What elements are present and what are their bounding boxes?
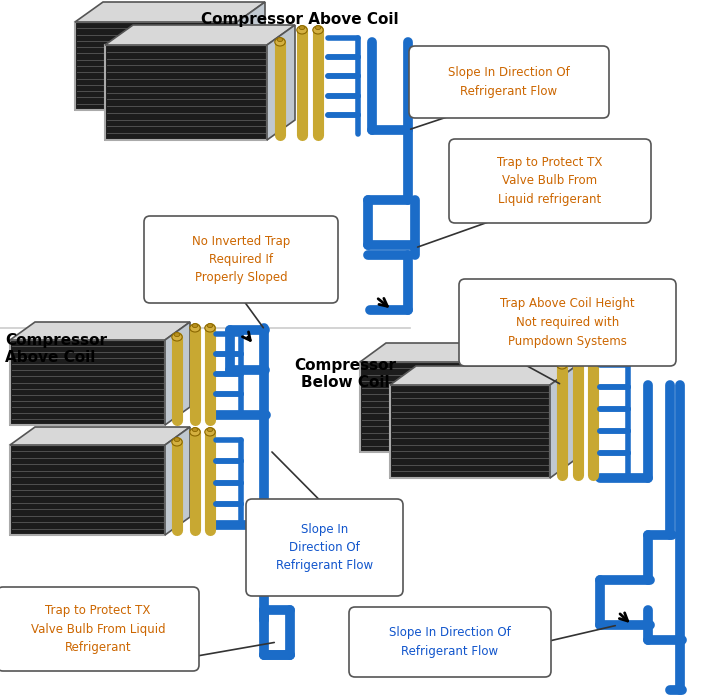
FancyBboxPatch shape	[144, 216, 338, 303]
FancyBboxPatch shape	[0, 587, 199, 671]
Text: Slope In Direction Of
Refrigerant Flow: Slope In Direction Of Refrigerant Flow	[389, 626, 511, 658]
Ellipse shape	[277, 38, 283, 42]
Polygon shape	[267, 25, 295, 140]
Polygon shape	[360, 343, 546, 362]
Polygon shape	[75, 2, 265, 22]
Text: Trap to Protect TX
Valve Bulb From Liquid
Refrigerant: Trap to Protect TX Valve Bulb From Liqui…	[31, 604, 165, 654]
Ellipse shape	[313, 26, 323, 34]
Ellipse shape	[192, 324, 198, 327]
Polygon shape	[390, 385, 550, 478]
Ellipse shape	[299, 26, 305, 29]
Ellipse shape	[172, 333, 182, 341]
Ellipse shape	[588, 351, 598, 359]
Polygon shape	[75, 22, 237, 110]
Polygon shape	[165, 322, 190, 425]
Ellipse shape	[172, 438, 182, 446]
Text: Compressor Above Coil: Compressor Above Coil	[201, 12, 399, 27]
Ellipse shape	[174, 333, 180, 336]
FancyBboxPatch shape	[459, 279, 676, 366]
Ellipse shape	[575, 350, 581, 355]
Ellipse shape	[190, 428, 200, 436]
Polygon shape	[105, 45, 267, 140]
Text: Compressor
Below Coil: Compressor Below Coil	[294, 358, 396, 390]
Ellipse shape	[190, 324, 200, 332]
Ellipse shape	[315, 26, 321, 29]
Polygon shape	[390, 366, 576, 385]
Ellipse shape	[174, 438, 180, 442]
Ellipse shape	[192, 428, 198, 431]
Ellipse shape	[557, 361, 567, 369]
Text: Trap to Protect TX
Valve Bulb From
Liquid refrigerant: Trap to Protect TX Valve Bulb From Liqui…	[497, 156, 602, 206]
Polygon shape	[10, 445, 165, 535]
Polygon shape	[520, 343, 546, 452]
Polygon shape	[10, 427, 190, 445]
Polygon shape	[550, 366, 576, 478]
Ellipse shape	[205, 428, 215, 436]
Ellipse shape	[207, 324, 213, 327]
Polygon shape	[165, 427, 190, 535]
FancyBboxPatch shape	[246, 499, 403, 596]
Polygon shape	[360, 362, 520, 452]
Ellipse shape	[559, 361, 565, 364]
Text: No Inverted Trap
Required If
Properly Sloped: No Inverted Trap Required If Properly Sl…	[192, 235, 290, 285]
Text: Trap Above Coil Height
Not required with
Pumpdown Systems: Trap Above Coil Height Not required with…	[501, 297, 635, 348]
Ellipse shape	[297, 26, 307, 34]
Ellipse shape	[275, 38, 285, 46]
Text: Compressor
Above Coil: Compressor Above Coil	[5, 333, 107, 365]
FancyBboxPatch shape	[349, 607, 551, 677]
FancyBboxPatch shape	[409, 46, 609, 118]
FancyBboxPatch shape	[449, 139, 651, 223]
Ellipse shape	[205, 324, 215, 332]
Ellipse shape	[207, 428, 213, 431]
Polygon shape	[105, 25, 295, 45]
Polygon shape	[237, 2, 265, 110]
Ellipse shape	[591, 350, 596, 355]
Text: Slope In Direction Of
Refrigerant Flow: Slope In Direction Of Refrigerant Flow	[448, 66, 570, 98]
Ellipse shape	[573, 351, 583, 359]
Polygon shape	[10, 322, 190, 340]
Polygon shape	[10, 340, 165, 425]
Text: Slope In
Direction Of
Refrigerant Flow: Slope In Direction Of Refrigerant Flow	[276, 523, 373, 572]
